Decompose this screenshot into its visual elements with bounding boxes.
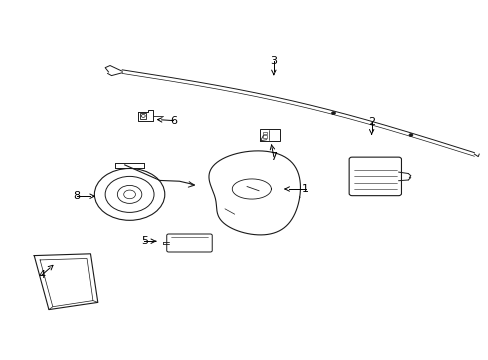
- Text: 8: 8: [74, 191, 81, 201]
- FancyBboxPatch shape: [262, 135, 267, 138]
- Text: 2: 2: [367, 117, 374, 127]
- FancyBboxPatch shape: [259, 129, 280, 141]
- FancyBboxPatch shape: [348, 157, 401, 196]
- Circle shape: [408, 134, 412, 136]
- Text: 3: 3: [270, 56, 277, 66]
- Text: 6: 6: [170, 116, 177, 126]
- Text: 1: 1: [302, 184, 308, 194]
- Text: 5: 5: [141, 236, 147, 246]
- FancyBboxPatch shape: [166, 234, 212, 252]
- Text: 7: 7: [270, 152, 277, 162]
- Text: 4: 4: [38, 270, 45, 280]
- Circle shape: [331, 112, 335, 114]
- FancyBboxPatch shape: [262, 132, 267, 134]
- FancyBboxPatch shape: [140, 113, 146, 119]
